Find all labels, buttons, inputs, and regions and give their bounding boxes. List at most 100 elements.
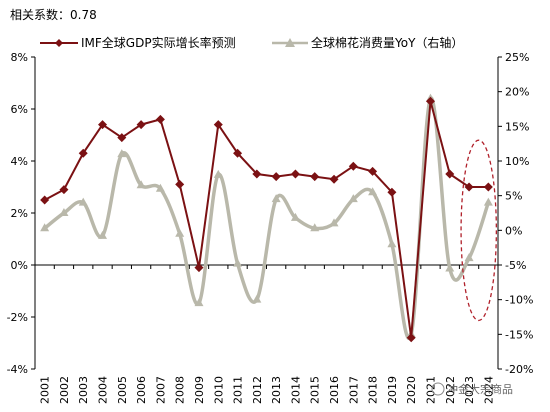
highlight: [460, 139, 498, 322]
x-tick-label: 2006: [135, 376, 148, 404]
cotton-point: [136, 180, 146, 189]
x-tick-label: 2018: [367, 376, 380, 404]
gdp-point: [483, 182, 493, 192]
gdp-point: [290, 169, 300, 179]
y-right-tick-label: 15%: [505, 120, 529, 133]
gdp-point: [271, 172, 281, 182]
gdp-point: [233, 148, 243, 158]
legend-marker-gdp: [55, 39, 63, 47]
series-gdp: [40, 96, 493, 343]
x-tick-label: 2023: [463, 376, 476, 404]
x-tick-label: 2001: [39, 376, 52, 404]
x-tick-label: 2011: [232, 376, 245, 404]
x-tick-label: 2009: [193, 376, 206, 404]
cotton-point: [213, 169, 223, 178]
legend-marker-cotton: [285, 38, 295, 47]
chart-title: 相关系数：0.78: [10, 7, 97, 22]
y-right-tick-label: 0%: [505, 224, 522, 237]
x-tick-label: 2014: [289, 376, 302, 404]
cotton-point: [483, 197, 493, 206]
gdp-point: [329, 174, 339, 184]
y-right-tick-label: -5%: [505, 259, 526, 272]
cotton-point: [290, 212, 300, 221]
cotton-point: [348, 194, 358, 203]
y-left-tick-label: 6%: [11, 103, 28, 116]
cotton-point: [59, 208, 69, 216]
y-left-tick-label: 4%: [11, 155, 28, 168]
gdp-point: [213, 120, 223, 130]
gdp-point: [387, 187, 397, 197]
gdp-point: [175, 179, 185, 189]
y-right-tick-label: -20%: [505, 363, 533, 376]
y-right-tick-label: -15%: [505, 328, 533, 341]
y-right-tick-label: 5%: [505, 190, 522, 203]
x-tick-label: 2004: [97, 376, 110, 404]
cotton-point: [175, 228, 185, 237]
gdp-point: [136, 120, 146, 130]
gdp-point: [98, 120, 108, 130]
cotton-point: [194, 298, 204, 307]
gdp-point: [348, 161, 358, 171]
x-tick-label: 2012: [251, 376, 264, 404]
x-tick-label: 2020: [405, 376, 418, 404]
x-tick-label: 2013: [270, 376, 283, 404]
legend: IMF全球GDP实际增长率预测 全球棉花消费量YoY（右轴）: [40, 35, 463, 50]
gdp-point: [194, 263, 204, 273]
y-right-tick-label: 25%: [505, 51, 529, 64]
cotton-point: [252, 294, 262, 303]
y-right-tick-label: 10%: [505, 155, 529, 168]
cotton-point: [78, 197, 88, 206]
y-left-tick-label: 0%: [11, 259, 28, 272]
gdp-point: [252, 169, 262, 179]
legend-item-cotton: 全球棉花消费量YoY（右轴）: [272, 35, 463, 50]
y-left-tick-label: 2%: [11, 207, 28, 220]
y-left-tick-label: 8%: [11, 51, 28, 64]
gdp-point: [406, 333, 416, 343]
gdp-line: [44, 100, 489, 338]
y-right-tick-label: 20%: [505, 86, 529, 99]
x-tick-label: 2016: [328, 376, 341, 404]
cotton-point: [155, 183, 165, 192]
cotton-point: [445, 263, 455, 272]
x-tick-label: 2005: [116, 376, 129, 404]
gdp-point: [78, 148, 88, 158]
x-tick-label: 2015: [309, 376, 322, 404]
gdp-point: [155, 114, 165, 124]
x-tick-label: 2021: [424, 376, 437, 404]
watermark-text: 冲金大宗商品: [447, 382, 513, 396]
gdp-point: [425, 96, 435, 106]
x-tick-label: 2024: [482, 376, 495, 404]
cotton-point: [117, 149, 127, 158]
gdp-point: [464, 182, 474, 192]
cotton-point: [464, 253, 474, 262]
gdp-point: [59, 185, 69, 195]
watermark-icon: [431, 382, 445, 396]
gdp-point: [445, 169, 455, 179]
x-tick-label: 2019: [386, 376, 399, 404]
x-tick-label: 2003: [77, 376, 90, 404]
cotton-point: [271, 194, 281, 203]
axes: -4% -2% 0% 2% 4% 6% 8% -20% -15% -10% -5% 0% 5% 10% 15…: [7, 51, 534, 404]
gdp-point: [40, 195, 50, 205]
x-tick-label: 2010: [212, 376, 225, 404]
highlight-ellipse: [460, 139, 498, 322]
x-tick-label: 2007: [154, 376, 167, 404]
y-right-tick-label: -10%: [505, 294, 533, 307]
x-tick-label: 2008: [174, 376, 187, 404]
y-left-tick-label: -2%: [7, 311, 28, 324]
gdp-point: [117, 133, 127, 143]
cotton-point: [310, 223, 320, 232]
cotton-point: [387, 239, 397, 248]
legend-label-gdp: IMF全球GDP实际增长率预测: [81, 35, 236, 50]
legend-item-gdp: IMF全球GDP实际增长率预测: [40, 35, 236, 50]
x-tick-label: 2002: [58, 376, 71, 404]
cotton-point: [40, 223, 50, 232]
gdp-point: [310, 172, 320, 182]
cotton-point: [368, 187, 378, 196]
x-tick-label: 2022: [444, 376, 457, 404]
cotton-point: [98, 230, 108, 239]
watermark: 冲金大宗商品: [431, 382, 513, 396]
legend-label-cotton: 全球棉花消费量YoY（右轴）: [311, 35, 463, 50]
cotton-point: [329, 218, 339, 227]
